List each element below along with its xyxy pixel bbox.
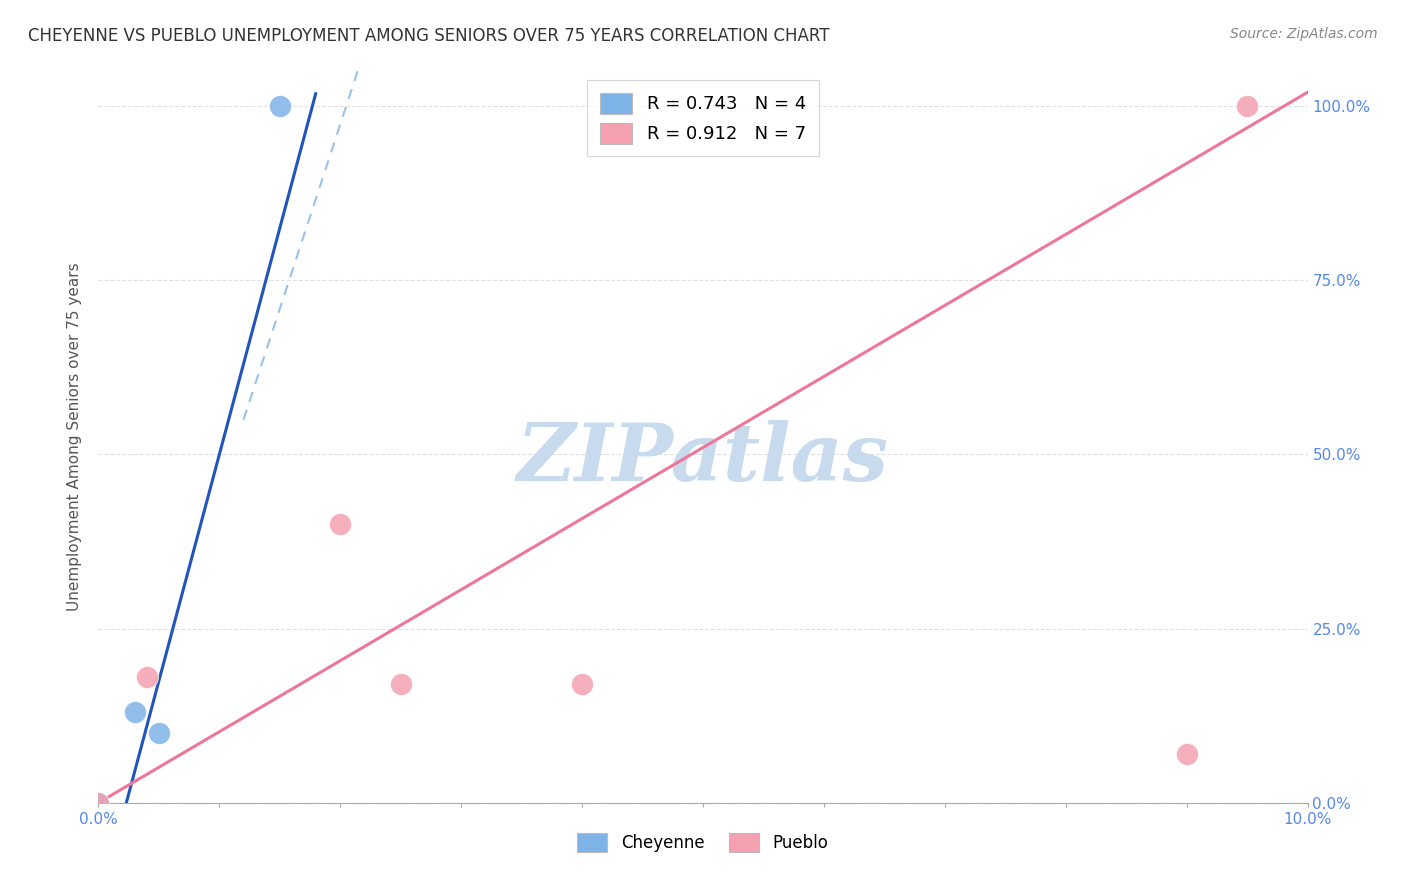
Text: Source: ZipAtlas.com: Source: ZipAtlas.com bbox=[1230, 27, 1378, 41]
Point bbox=[1236, 99, 1258, 113]
Point bbox=[148, 726, 170, 740]
Point bbox=[87, 796, 110, 810]
Point bbox=[1175, 747, 1198, 761]
Point bbox=[389, 677, 412, 691]
Point bbox=[571, 677, 593, 691]
Point bbox=[269, 99, 291, 113]
Point bbox=[135, 670, 157, 684]
Legend: Cheyenne, Pueblo: Cheyenne, Pueblo bbox=[569, 824, 837, 860]
Point bbox=[329, 517, 352, 532]
Text: ZIPatlas: ZIPatlas bbox=[517, 420, 889, 498]
Point bbox=[87, 796, 110, 810]
Text: CHEYENNE VS PUEBLO UNEMPLOYMENT AMONG SENIORS OVER 75 YEARS CORRELATION CHART: CHEYENNE VS PUEBLO UNEMPLOYMENT AMONG SE… bbox=[28, 27, 830, 45]
Y-axis label: Unemployment Among Seniors over 75 years: Unemployment Among Seniors over 75 years bbox=[67, 263, 83, 611]
Point bbox=[124, 705, 146, 719]
